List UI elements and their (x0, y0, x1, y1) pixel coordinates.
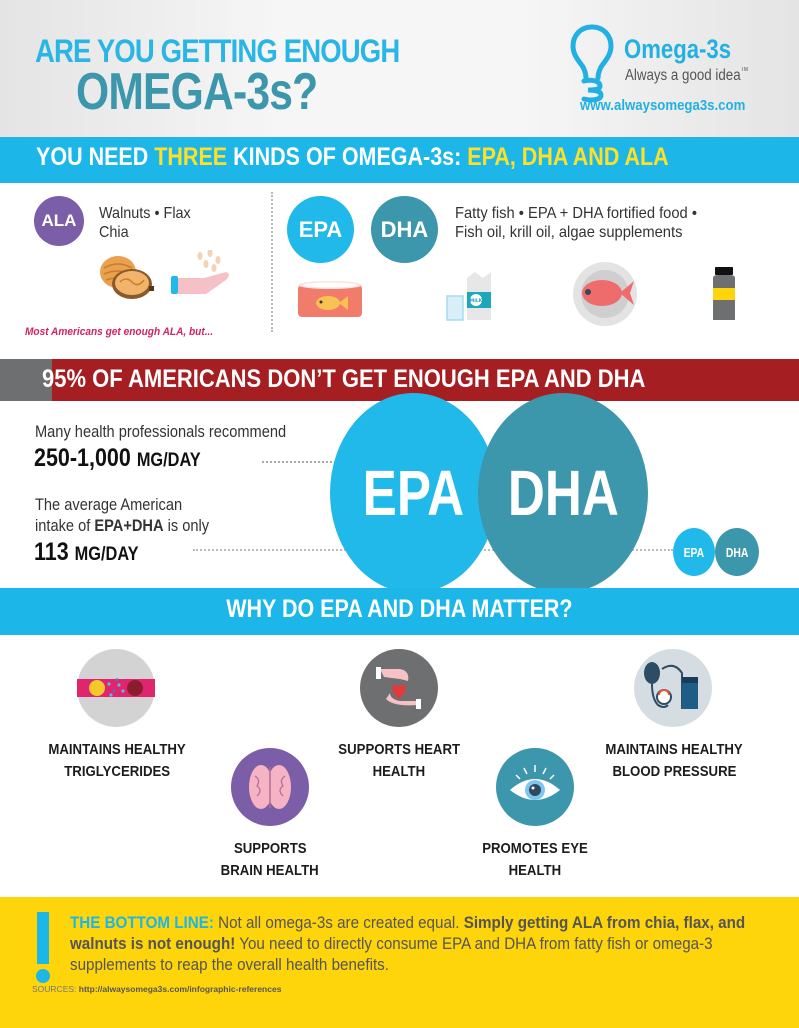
ala-sources: Walnuts • Flax Chia (99, 205, 191, 241)
website-link[interactable]: www.alwaysomega3s.com (580, 97, 746, 114)
exclamation-icon (36, 912, 50, 983)
canned-fish-icon (298, 281, 362, 317)
kinds-heading-bar (0, 137, 799, 183)
bottom-line-text: THE BOTTOM LINE: Not all omega-3s are cr… (70, 914, 746, 974)
milk-carton-icon: MILK (446, 272, 491, 321)
why-heading-bar (0, 588, 799, 635)
brain-icon (249, 765, 291, 809)
eye-icon (510, 765, 560, 800)
logo-tagline: Always a good ideaTM (625, 67, 749, 84)
section-divider (271, 192, 273, 332)
average-value: 113 MG/DAY (34, 538, 139, 566)
benefit-eye-icon-circle (496, 748, 574, 826)
benefit-brain-label: SUPPORTS BRAIN HEALTH (220, 840, 320, 879)
seeds-in-hand-icon (171, 250, 229, 294)
header (0, 0, 799, 137)
blood-vessel-icon (77, 678, 155, 697)
gap-heading-bar-accent (0, 359, 52, 401)
benefit-heart-label: SUPPORTS HEART HEALTH (338, 741, 460, 780)
benefit-blood-pressure-icon-circle (634, 649, 712, 727)
big-dha-circle: DHA (478, 393, 648, 593)
svg-text:MILK: MILK (470, 298, 483, 304)
bottom-line-panel (0, 897, 799, 1028)
benefit-triglycerides-icon-circle (77, 649, 155, 727)
heart-in-hands-icon (376, 667, 421, 709)
recommend-leader-line (262, 461, 336, 463)
big-epa-circle: EPA (330, 393, 497, 593)
why-heading: WHY DO EPA AND DHA MATTER? (226, 595, 573, 623)
fish-on-plate-icon (573, 262, 637, 326)
sources-link[interactable]: http://alwaysomega3s.com/infographic-ref… (78, 984, 282, 994)
benefit-heart-icon-circle (360, 649, 438, 727)
benefit-eye-label: PROMOTES EYE HEALTH (482, 840, 588, 879)
lightbulb-3-icon (570, 24, 614, 103)
benefit-blood-pressure-label: MAINTAINS HEALTHY BLOOD PRESSURE (605, 741, 743, 780)
dha-badge: DHA (371, 196, 438, 263)
small-epa-circle: EPA (673, 528, 715, 576)
average-label: The average American intake of EPA+DHA i… (35, 495, 210, 535)
kinds-heading: YOU NEED THREE KINDS OF OMEGA-3s: EPA, D… (36, 143, 669, 171)
epa-dha-sources: Fatty fish • EPA + DHA fortified food • … (455, 205, 697, 241)
recommend-label: Many health professionals recommend (35, 422, 287, 441)
supplement-bottle-icon (713, 267, 735, 320)
benefit-triglycerides-label: MAINTAINS HEALTHY TRIGLYCERIDES (48, 741, 186, 780)
ala-badge: ALA (34, 196, 84, 246)
page-title-line2: OMEGA-3s? (76, 63, 318, 121)
epa-badge: EPA (287, 196, 354, 263)
ala-note: Most Americans get enough ALA, but... (25, 326, 214, 338)
gap-heading: 95% OF AMERICANS DON’T GET ENOUGH EPA AN… (42, 365, 646, 393)
sources: SOURCES: http://alwaysomega3s.com/infogr… (32, 984, 282, 994)
small-dha-circle: DHA (715, 528, 759, 576)
benefit-brain-icon-circle (231, 748, 309, 826)
walnut-icon (100, 256, 154, 299)
blood-pressure-monitor-icon (644, 662, 698, 709)
logo-name: Omega-3s (624, 34, 732, 64)
page-title-line1: ARE YOU GETTING ENOUGH (35, 33, 400, 69)
recommend-value: 250-1,000 MG/DAY (34, 444, 201, 472)
